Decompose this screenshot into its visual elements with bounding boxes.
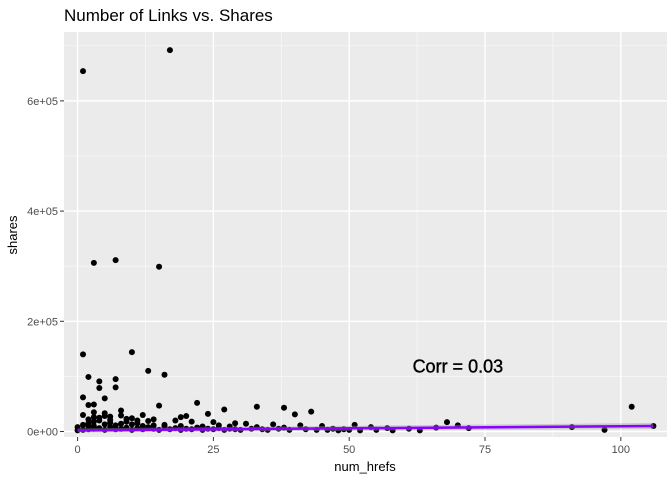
data-point [90, 422, 97, 429]
data-point [156, 402, 163, 409]
y-axis-ticks: 0e+00 2e+05 4e+05 6e+05 [27, 96, 64, 438]
data-point [96, 414, 103, 421]
minor-gridlines [64, 32, 667, 437]
data-point [101, 395, 108, 402]
data-point [112, 422, 119, 429]
data-point [145, 424, 152, 431]
data-point [253, 403, 260, 410]
data-point [101, 410, 108, 417]
chart-title: Number of Links vs. Shares [64, 6, 273, 25]
data-point [281, 404, 288, 411]
data-point [139, 422, 146, 429]
plot-panel [64, 32, 667, 437]
data-point [85, 416, 92, 423]
data-point [172, 417, 179, 424]
data-point [351, 421, 358, 428]
data-point [128, 349, 135, 356]
data-point [601, 426, 608, 433]
major-gridlines [64, 32, 667, 437]
data-point [150, 422, 157, 429]
data-point [145, 418, 152, 425]
x-tick-label: 0 [75, 444, 81, 456]
data-point [90, 414, 97, 421]
data-point [101, 421, 108, 428]
data-point [85, 373, 92, 380]
data-point [85, 402, 92, 409]
data-point [308, 408, 315, 415]
data-point [150, 416, 157, 423]
data-point [134, 417, 141, 424]
data-point [297, 422, 304, 429]
y-axis-title: shares [5, 215, 20, 255]
data-point [107, 424, 114, 431]
x-axis-ticks: 0 25 50 75 100 [75, 437, 630, 456]
x-tick-label: 25 [207, 444, 219, 456]
data-point [107, 416, 114, 423]
data-point [128, 415, 135, 422]
data-point [204, 410, 211, 417]
x-tick-label: 75 [479, 444, 491, 456]
data-point [161, 371, 168, 378]
data-point [80, 351, 87, 358]
x-tick-label: 50 [343, 444, 355, 456]
data-point [96, 378, 103, 385]
data-point [443, 419, 450, 426]
data-point [118, 420, 125, 427]
y-tick-label: 6e+05 [27, 96, 58, 108]
data-point [80, 411, 87, 418]
data-point [90, 401, 97, 408]
data-point [118, 412, 125, 419]
data-point [242, 420, 249, 427]
data-point [232, 420, 239, 427]
data-point [199, 423, 206, 430]
data-point [80, 394, 87, 401]
data-point [96, 384, 103, 391]
data-point [118, 407, 125, 414]
data-point [85, 423, 92, 430]
data-point [156, 263, 163, 270]
data-point [210, 419, 217, 426]
data-point [194, 399, 201, 406]
data-point [128, 421, 135, 428]
data-point [177, 414, 184, 421]
data-point [215, 422, 222, 429]
data-point [74, 424, 81, 431]
data-point [628, 403, 635, 410]
data-point [123, 415, 130, 422]
x-tick-label: 100 [612, 444, 630, 456]
data-point [188, 418, 195, 425]
data-point [291, 411, 298, 418]
data-point [112, 376, 119, 383]
data-point [90, 259, 97, 266]
x-axis-title: num_hrefs [334, 459, 396, 474]
y-tick-label: 4e+05 [27, 206, 58, 218]
y-tick-label: 2e+05 [27, 316, 58, 328]
correlation-annotation: Corr = 0.03 [413, 356, 504, 376]
data-point [90, 418, 97, 425]
trend-line-group [77, 422, 654, 433]
data-point [112, 257, 119, 264]
data-point [221, 406, 228, 413]
trend-line [77, 424, 654, 432]
data-point [161, 421, 168, 428]
data-point [80, 421, 87, 428]
data-point [112, 384, 119, 391]
data-point [80, 68, 87, 75]
data-point [145, 367, 152, 374]
data-point [166, 47, 173, 54]
y-tick-label: 0e+00 [27, 426, 58, 438]
data-point [270, 421, 277, 428]
data-point [90, 409, 97, 416]
data-point [177, 422, 184, 429]
data-point [183, 413, 190, 420]
data-point [139, 411, 146, 418]
